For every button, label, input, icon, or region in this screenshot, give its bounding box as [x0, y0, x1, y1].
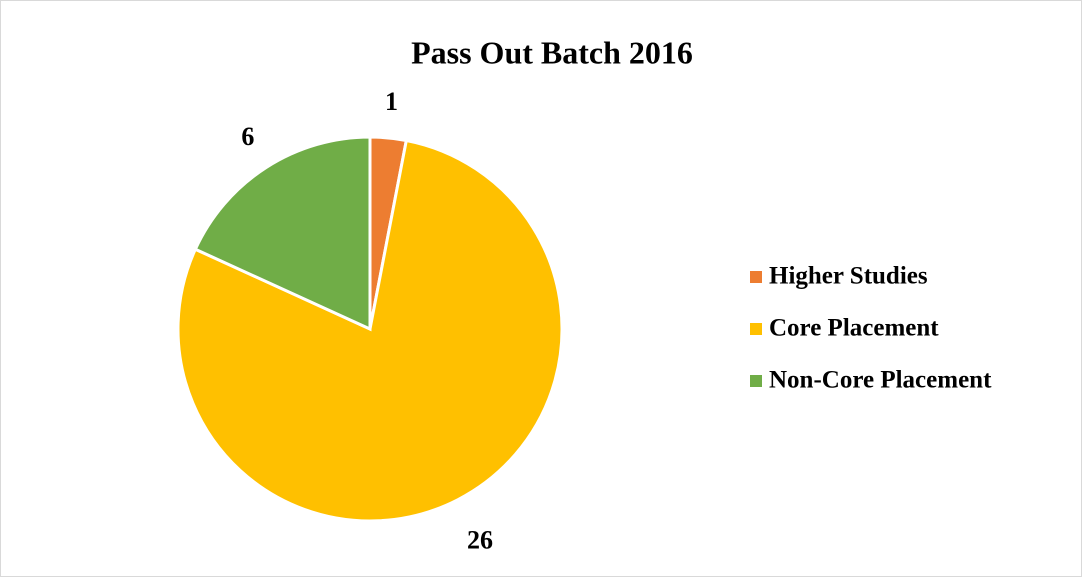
legend-swatch	[750, 375, 762, 387]
pie-slice	[193, 135, 372, 332]
pie-slice	[176, 138, 564, 523]
data-label: 26	[467, 525, 493, 554]
legend-swatch	[750, 323, 762, 335]
legend-label: Core Placement	[769, 315, 939, 342]
legend-label: Non-Core Placement	[769, 367, 992, 394]
chart-title: Pass Out Batch 2016	[411, 34, 693, 70]
data-label: 1	[385, 87, 398, 116]
data-label: 6	[241, 122, 254, 151]
legend-label: Higher Studies	[769, 263, 928, 290]
legend-swatch	[750, 271, 762, 283]
